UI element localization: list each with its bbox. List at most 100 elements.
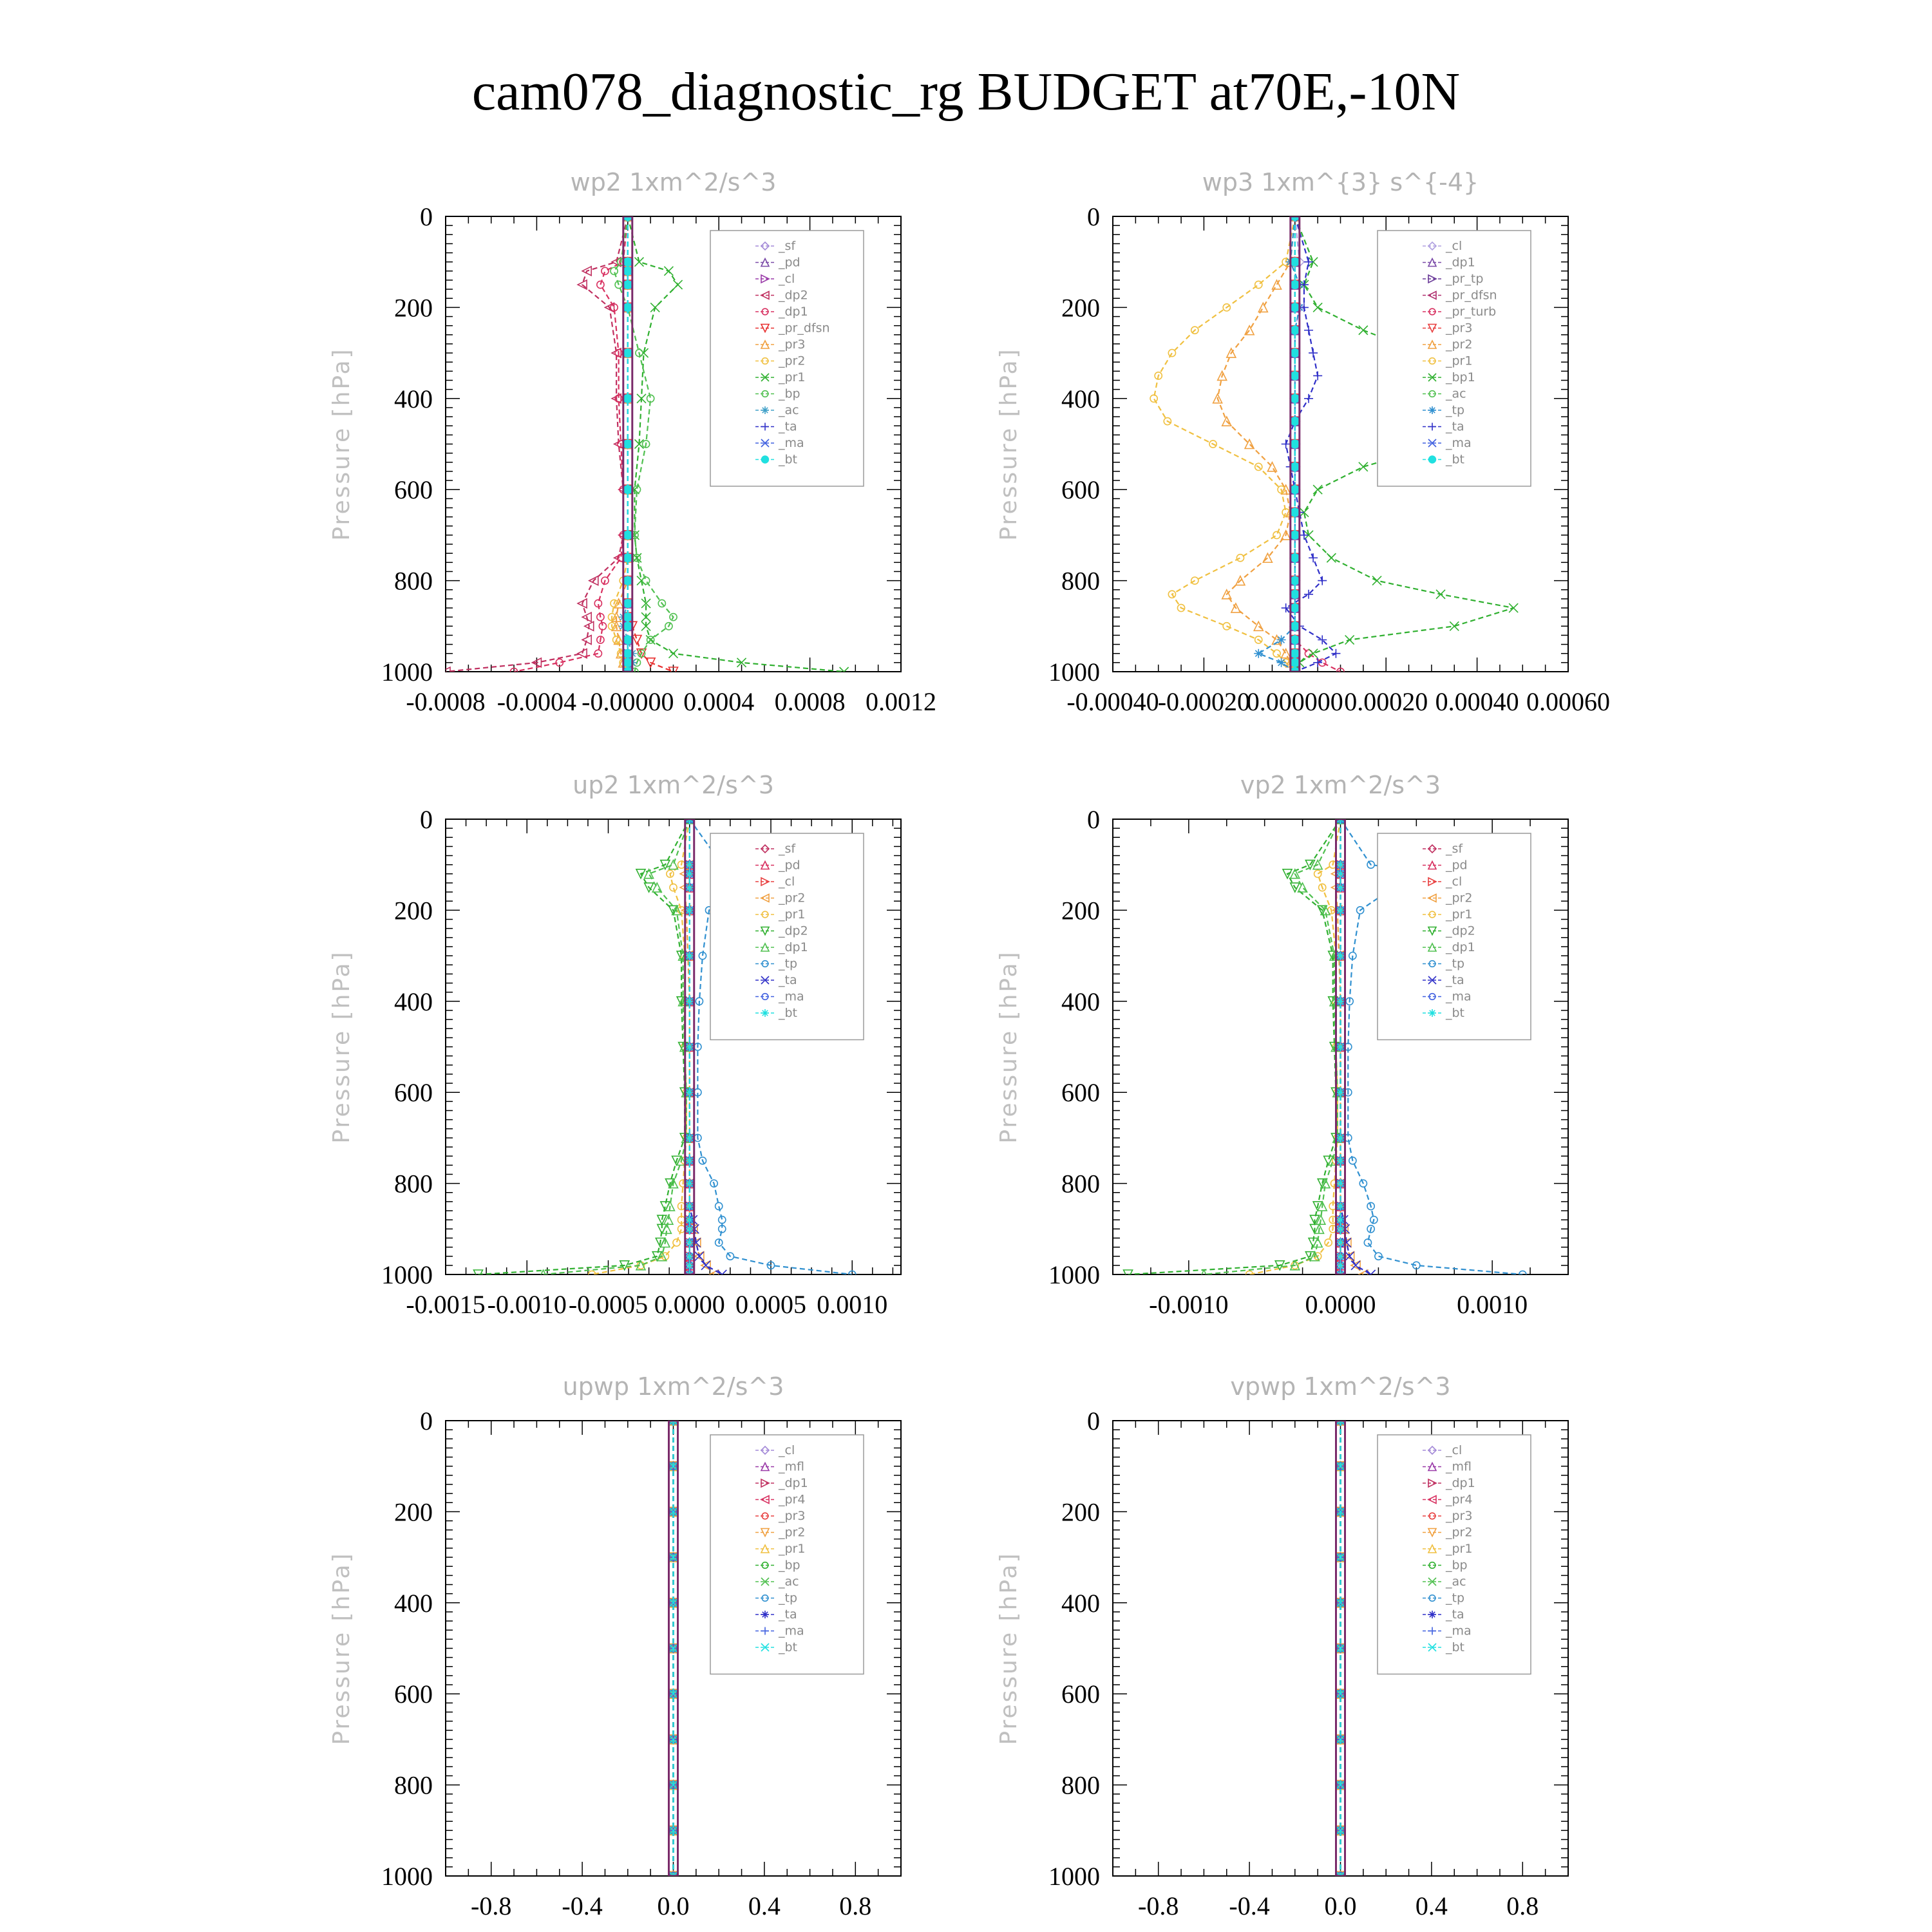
y-tick-label: 200 <box>394 896 433 925</box>
y-tick-label: 600 <box>1061 1680 1100 1709</box>
y-axis-label: Pressure [hPa] <box>328 950 355 1143</box>
legend-item: _pr2 <box>1423 891 1472 905</box>
data-point <box>635 1260 647 1271</box>
legend-label: _sf <box>1445 842 1463 856</box>
series-line <box>1128 819 1341 1274</box>
data-point <box>668 1871 679 1876</box>
data-point <box>685 1224 694 1234</box>
series-bt <box>685 819 694 1274</box>
data-point <box>613 598 624 609</box>
legend-label: _cl <box>778 1443 795 1457</box>
legend-item: _pr3 <box>1423 1509 1472 1523</box>
legend-marker <box>1428 1561 1436 1569</box>
data-point <box>1318 576 1327 585</box>
legend-marker <box>1428 1009 1436 1017</box>
legend-item: _dp1 <box>755 305 808 319</box>
x-tick-label: -0.0015 <box>406 1290 485 1319</box>
data-point <box>1508 603 1519 613</box>
chart-panel-3: up2 1xm^2/s^3 Pressure [hPa] 0 200 400 600 800… <box>328 771 902 1319</box>
legend-item: _pd <box>1423 858 1468 873</box>
data-point <box>1318 635 1327 645</box>
data-point <box>1518 1270 1527 1274</box>
data-point <box>1314 1223 1325 1235</box>
legend-item: _ta <box>1423 420 1464 434</box>
data-point <box>1290 658 1300 667</box>
legend-label: _bt <box>778 453 797 467</box>
x-tick-label: 0.0 <box>1325 1891 1357 1920</box>
data-point <box>685 1215 694 1225</box>
legend-marker <box>1428 274 1437 284</box>
plot-area <box>1150 216 1519 672</box>
legend-label: _dp1 <box>778 1476 808 1490</box>
y-tick-label: 200 <box>1061 896 1100 925</box>
data-point <box>1335 1552 1346 1562</box>
data-point <box>607 621 616 630</box>
data-point <box>1254 280 1263 289</box>
data-point <box>1253 620 1264 632</box>
legend-label: _dp2 <box>778 924 808 938</box>
zero-budget-band <box>1335 1421 1346 1876</box>
legend-item: _ma <box>755 990 804 1004</box>
data-point <box>1366 1269 1376 1274</box>
y-axis-label: Pressure [hPa] <box>996 347 1022 540</box>
data-point <box>1335 1643 1346 1654</box>
legend-marker <box>1428 911 1436 918</box>
legend-item: _sf <box>755 842 796 856</box>
legend-marker <box>1428 1512 1436 1520</box>
data-point <box>1304 257 1314 267</box>
data-point <box>1258 301 1269 313</box>
data-point <box>1369 1215 1378 1224</box>
legend-label: _pd <box>778 256 800 270</box>
legend-label: _ma <box>1445 990 1472 1004</box>
legend-item: _mfl <box>755 1460 804 1474</box>
data-point <box>708 1269 719 1274</box>
data-point <box>1122 1269 1133 1274</box>
legend-marker <box>761 1627 769 1635</box>
data-point <box>1290 348 1300 358</box>
x-tick-label: 0.4 <box>1416 1891 1448 1920</box>
y-tick-label: 200 <box>1061 1497 1100 1526</box>
data-point <box>839 667 849 672</box>
legend-marker <box>761 1643 770 1652</box>
legend-marker <box>1427 241 1437 251</box>
legend-label: _dp1 <box>778 305 808 319</box>
data-point <box>1276 635 1286 645</box>
data-point <box>650 302 660 312</box>
legend-item: _pd <box>755 256 800 270</box>
legend-item: _dp1 <box>755 1476 808 1490</box>
legend-label: _dp2 <box>778 289 808 303</box>
data-point <box>1222 303 1231 312</box>
legend-marker <box>761 373 770 382</box>
legend-item: _pr3 <box>755 337 805 352</box>
legend-marker <box>1427 257 1437 267</box>
data-point <box>619 1260 630 1271</box>
data-point <box>632 485 641 494</box>
y-tick-label: 800 <box>1061 1170 1100 1198</box>
data-point <box>612 636 621 644</box>
x-tick-label: 0.4 <box>748 1891 781 1920</box>
legend-label: _pr1 <box>778 1542 805 1556</box>
legend-item: _tp <box>1423 1591 1464 1605</box>
data-point <box>671 904 682 916</box>
legend-label: _ta <box>778 1607 797 1622</box>
data-point <box>596 636 605 644</box>
legend-label: _pr2 <box>778 1526 805 1540</box>
data-point <box>673 279 683 290</box>
zero-budget-band <box>1289 216 1301 672</box>
data-point <box>1336 1088 1345 1097</box>
data-point <box>614 394 623 403</box>
legend-label: _pr3 <box>778 1509 805 1523</box>
data-point <box>1226 347 1237 358</box>
data-point <box>1290 303 1300 312</box>
data-point <box>717 1215 726 1224</box>
legend-marker <box>1427 926 1437 936</box>
legend-label: _ta <box>1445 1607 1464 1622</box>
x-tick-label: -0.0005 <box>569 1290 648 1319</box>
data-point <box>665 1178 676 1189</box>
data-point <box>1273 649 1281 658</box>
y-tick-label: 800 <box>394 1170 433 1198</box>
legend-item: _pr3 <box>1423 321 1472 336</box>
data-point <box>1290 371 1300 381</box>
data-point <box>581 634 592 645</box>
